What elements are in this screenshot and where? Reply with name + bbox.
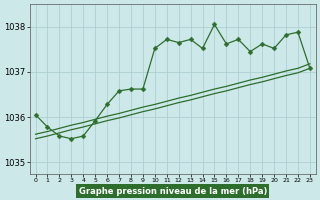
X-axis label: Graphe pression niveau de la mer (hPa): Graphe pression niveau de la mer (hPa) bbox=[78, 187, 267, 196]
